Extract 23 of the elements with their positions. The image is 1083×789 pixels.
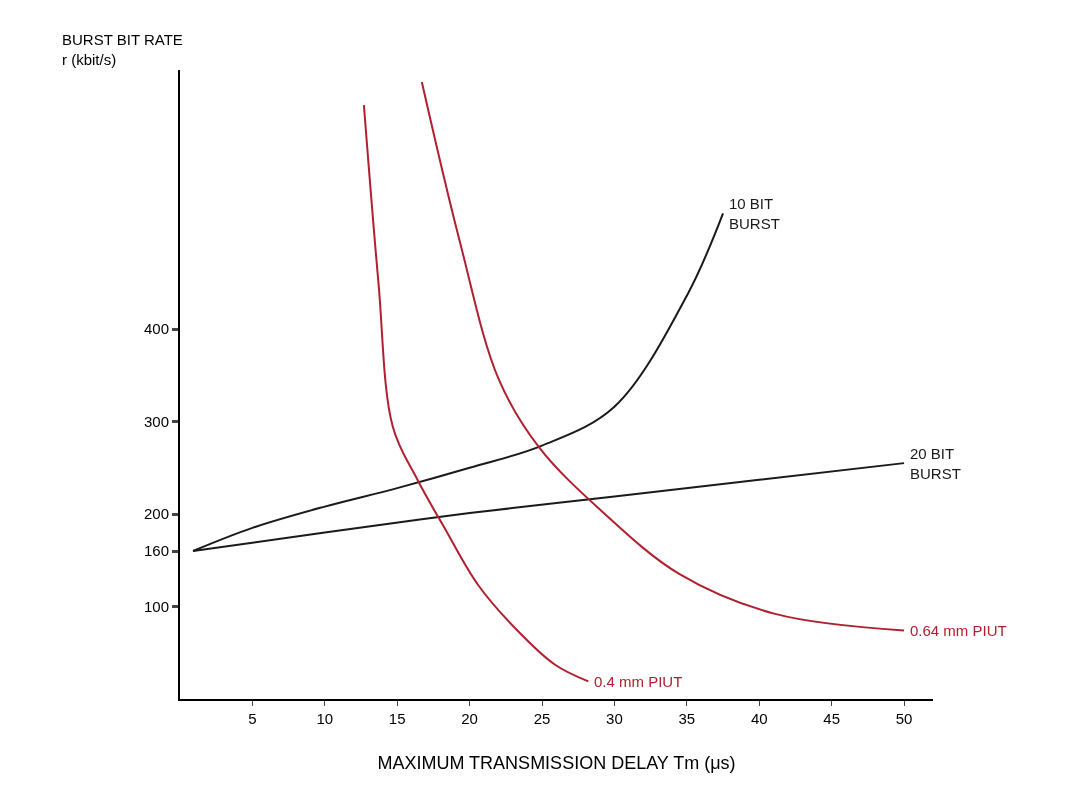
y-tick-label: 400 [143,320,169,338]
x-tick-label: 15 [388,710,406,727]
x-tick-label: 35 [678,710,696,727]
x-tick-label: 40 [750,710,768,727]
x-tick-label: 20 [461,710,478,727]
y-tick-label: 200 [143,505,169,523]
x-tick-label: 10 [316,710,334,727]
x-tick-label: 25 [533,710,551,727]
x-tick-label: 45 [823,710,840,727]
series-label: 10 BIT BURST [729,195,780,232]
y-tick-label: 160 [143,542,169,560]
series-label: 0.4 mm PIUT [594,673,683,690]
y-axis-title: BURST BIT RATE r (kbit/s) [62,31,183,68]
x-tick-label: 30 [606,710,623,727]
x-axis-title: MAXIMUM TRANSMISSION DELAY Tm (μs) [377,752,736,773]
x-tick-label: 50 [895,710,913,727]
line-series [362,104,590,683]
line-series [420,81,906,632]
x-tick-label: 5 [248,710,257,727]
y-tick-label: 300 [143,412,169,430]
y-tick-label: 100 [143,597,169,615]
series-label: 0.64 mm PIUT [910,622,1007,639]
series-label: 20 BIT BURST [910,445,961,482]
